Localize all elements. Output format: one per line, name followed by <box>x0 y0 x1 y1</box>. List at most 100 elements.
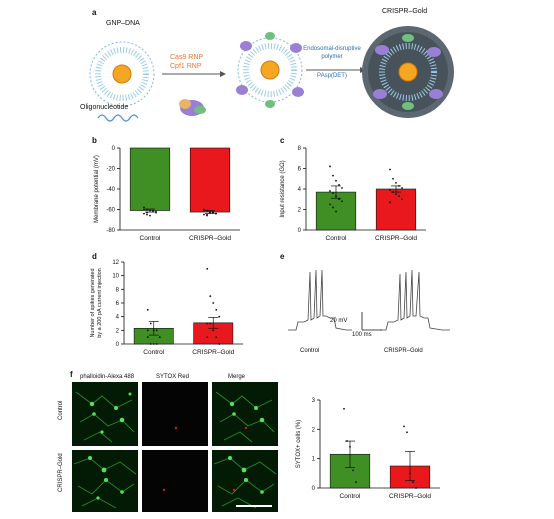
control-trace <box>288 269 352 331</box>
y-tick-label: 12 <box>112 260 119 266</box>
data-point <box>329 165 331 168</box>
oligonucleotide-label: Oligonucleotide <box>80 104 129 111</box>
crispr-gold-particle <box>362 26 454 118</box>
y-tick-label: -40 <box>106 187 115 193</box>
sytox-cells-chart: 0 1 2 3 SYTOX+ cells (%) Control CRISPR–Gold <box>296 398 440 500</box>
y-tick-label: 4 <box>116 315 120 321</box>
category-label: Control <box>140 235 162 242</box>
pasp-det-label: PAsp(DET) <box>317 73 347 79</box>
crispr-gold-trace <box>380 269 450 331</box>
data-point <box>149 343 152 345</box>
data-point <box>206 322 209 325</box>
data-point <box>146 308 149 311</box>
trace-crispr-label: CRISPR–Gold <box>384 348 423 354</box>
y-tick-label: 0 <box>312 486 316 492</box>
data-point <box>332 174 334 177</box>
data-point <box>218 343 221 345</box>
y-tick-label: 0 <box>112 146 116 152</box>
data-point <box>155 343 158 345</box>
data-point <box>206 213 208 216</box>
y-tick-label: 8 <box>116 287 120 293</box>
data-point <box>155 329 158 332</box>
data-point <box>149 209 151 212</box>
scale-ms-label: 100 ms <box>352 332 372 338</box>
data-point <box>332 192 334 194</box>
y-tick-label: 2 <box>312 427 316 433</box>
data-point <box>346 440 348 442</box>
y-tick-label: 10 <box>112 274 119 280</box>
gnp-dna-label: GNP–DNA <box>106 20 140 27</box>
data-point <box>215 308 218 311</box>
y-tick-label: 6 <box>116 301 120 307</box>
gnp-rnp-particle <box>236 32 304 108</box>
y-tick-label: 2 <box>298 208 302 214</box>
category-label: Control <box>326 235 348 242</box>
bar <box>375 188 417 231</box>
panel-f-letter: f <box>70 370 73 379</box>
data-point <box>212 210 214 213</box>
data-point <box>338 198 340 201</box>
y-axis-label-line: Number of spikes generated <box>90 268 96 337</box>
y-tick-label: 4 <box>298 187 302 193</box>
col-header-merge: Merge <box>228 374 246 380</box>
y-axis-label-line: by a 200 pA current injection <box>97 268 103 337</box>
data-point <box>146 211 148 214</box>
image-scale-bar <box>236 505 272 507</box>
data-point <box>415 487 417 489</box>
data-point <box>341 187 343 189</box>
data-point <box>215 336 218 339</box>
y-tick-label: 6 <box>298 167 302 173</box>
panel-d-letter: d <box>92 252 97 261</box>
data-point <box>209 211 211 214</box>
data-point <box>206 336 209 339</box>
micrograph-control-merge <box>212 382 278 446</box>
data-point <box>349 446 351 448</box>
data-point <box>335 210 337 213</box>
panel-a-letter: a <box>92 8 97 17</box>
data-point <box>149 214 151 217</box>
data-point <box>352 469 354 472</box>
data-point <box>209 295 212 298</box>
cas9-rnp-label: Cas9 RNP <box>170 54 204 61</box>
y-axis-label: SYTOX+ cells (%) <box>296 420 302 468</box>
micrograph-control-phalloidin <box>72 382 138 446</box>
data-point <box>146 213 148 216</box>
y-tick-label: 2 <box>116 328 120 334</box>
row-label-control: Control <box>58 400 64 420</box>
panel-a-schematic <box>89 26 454 122</box>
crispr-gold-title: CRISPR–Gold <box>382 8 428 15</box>
category-label: CRISPR–Gold <box>192 349 234 356</box>
trace-control-label: Control <box>300 348 320 354</box>
category-label: CRISPR–Gold <box>375 235 417 242</box>
data-point <box>343 407 345 410</box>
data-point <box>341 200 343 203</box>
data-point <box>335 179 337 182</box>
y-tick-label: 8 <box>298 146 302 152</box>
data-point <box>218 315 221 318</box>
y-tick-label: 0 <box>116 342 120 348</box>
y-tick-label: 3 <box>312 398 316 404</box>
y-axis-label: Membrane potential (mV) <box>94 155 100 223</box>
data-point <box>329 203 331 206</box>
data-point <box>389 189 391 191</box>
micrograph-crispr-phalloidin <box>72 450 138 512</box>
category-label: Control <box>143 349 165 356</box>
membrane-potential-chart: 0 -20 -40 -60 -80 Membrane potential (mV) Cont… <box>94 146 240 242</box>
data-point <box>146 208 148 211</box>
spike-count-chart: 0 2 4 6 8 10 12 Number of spikes generated by a … <box>90 260 243 356</box>
oligonucleotide-strand <box>97 114 139 122</box>
data-point <box>406 431 408 434</box>
data-point <box>329 190 331 192</box>
endosomal-label-2: polymer <box>321 54 343 60</box>
data-point <box>395 181 397 184</box>
action-potential-traces <box>288 269 450 331</box>
col-header-phalloidin: phalloidin-Alexa 488 <box>80 374 135 380</box>
category-label: CRISPR–Gold <box>389 493 431 500</box>
data-point <box>401 187 403 189</box>
bar <box>129 147 171 211</box>
data-point <box>392 191 394 193</box>
bar <box>189 147 231 213</box>
data-point <box>398 195 400 198</box>
data-point <box>412 481 414 484</box>
data-point <box>215 212 217 215</box>
